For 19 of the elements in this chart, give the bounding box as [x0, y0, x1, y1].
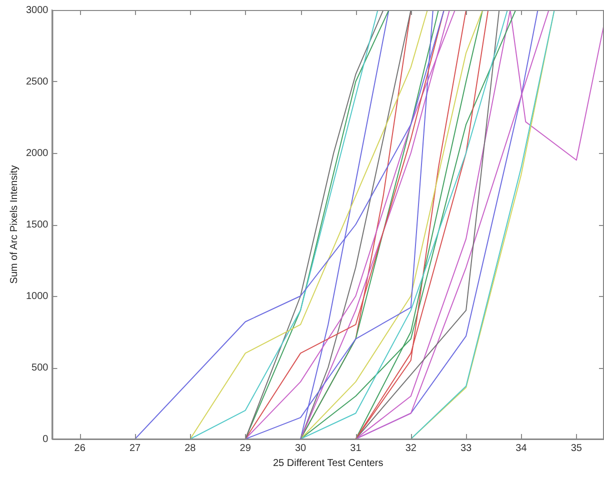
y-tick-label: 1000 — [26, 290, 49, 302]
x-tick-label: 33 — [460, 442, 472, 454]
x-axis-title: 25 Different Test Centers — [273, 458, 384, 469]
y-tick-label: 2000 — [26, 148, 49, 159]
x-tick-label: 31 — [350, 442, 362, 454]
x-tick-label: 29 — [240, 442, 252, 454]
y-tick-label: 1500 — [26, 219, 49, 230]
x-tick-label: 35 — [570, 442, 582, 454]
x-tick-label: 30 — [294, 442, 307, 454]
y-tick-label: 3000 — [26, 4, 49, 16]
x-tick-label: 34 — [516, 442, 528, 454]
x-tick-label: 26 — [74, 442, 86, 454]
x-tick-label: 28 — [184, 442, 196, 454]
y-tick-label: 2500 — [26, 76, 49, 88]
y-tick-label: 0 — [42, 434, 49, 445]
x-tick-label: 27 — [129, 442, 142, 454]
y-axis-title: Sum of Arc Pixels Intensity — [8, 165, 20, 284]
x-tick-label: 32 — [405, 442, 417, 454]
y-tick-label: 500 — [32, 362, 49, 374]
